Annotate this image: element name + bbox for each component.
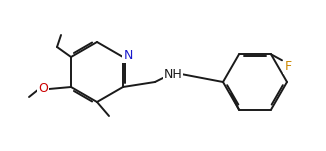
Text: N: N (123, 50, 133, 63)
Text: F: F (285, 60, 291, 73)
Text: O: O (38, 82, 48, 95)
Text: NH: NH (164, 67, 182, 80)
